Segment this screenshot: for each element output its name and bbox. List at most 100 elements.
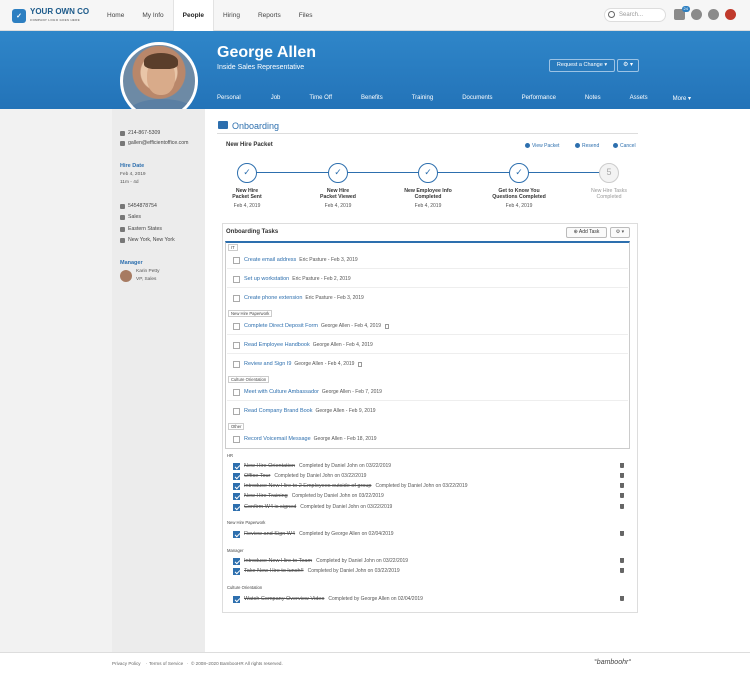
task-row[interactable]: Review and Sign I9 George Allen - Feb 4, …	[233, 360, 363, 368]
tab-personal[interactable]: Personal	[217, 95, 241, 101]
category-paperwork: New Hire Paperwork	[228, 310, 273, 317]
settings-icon[interactable]	[708, 9, 719, 20]
trash-icon[interactable]	[620, 568, 624, 573]
task-row[interactable]: Complete Direct Deposit Form George Allen…	[233, 322, 390, 330]
nav-people[interactable]: People	[172, 0, 214, 31]
logo-icon: ✓	[12, 9, 26, 23]
privacy-policy-link[interactable]: Privacy Policy	[112, 661, 141, 666]
trash-icon[interactable]	[620, 531, 624, 536]
employee-id-row: 5454878754	[120, 203, 157, 209]
company-logo[interactable]: ✓ YOUR OWN CO COMPANY LOGO GOES HERE	[12, 8, 89, 24]
task-checkbox[interactable]	[233, 462, 240, 470]
nav-reports[interactable]: Reports	[257, 12, 281, 19]
task-checkbox[interactable]	[233, 322, 240, 330]
task-checkbox[interactable]	[233, 341, 240, 349]
trash-icon[interactable]	[620, 493, 624, 498]
manager-avatar[interactable]	[120, 270, 132, 282]
terms-link[interactable]: Terms of Service	[149, 661, 184, 666]
onboarding-icon	[218, 121, 228, 129]
view-packet-link[interactable]: View Packet	[525, 143, 559, 149]
task-checkbox[interactable]	[233, 595, 240, 603]
task-checkbox[interactable]	[233, 472, 240, 480]
trash-icon[interactable]	[620, 473, 624, 478]
help-icon[interactable]	[691, 9, 702, 20]
task-checkbox[interactable]	[233, 294, 240, 302]
tab-documents[interactable]: Documents	[462, 95, 493, 101]
manager-label: Manager	[120, 260, 143, 266]
completed-task-row[interactable]: New Hire Training Completed by Daniel Joh…	[233, 492, 384, 500]
trash-icon[interactable]	[620, 463, 624, 468]
tasks-gear-button[interactable]: ⚙ ▾	[610, 227, 630, 238]
category-it: IT	[228, 244, 238, 251]
task-checkbox[interactable]	[233, 256, 240, 264]
completed-task-row[interactable]: Take New Hire to lunch!! Completed by Dan…	[233, 567, 400, 575]
completed-group-hr: HR	[227, 453, 234, 458]
copyright: © 2008–2020 BambooHR All rights reserved…	[191, 661, 283, 666]
employee-name: George Allen	[217, 44, 316, 61]
completed-task-row[interactable]: New Hire Orientation Completed by Daniel …	[233, 462, 391, 470]
add-task-button[interactable]: ⊕ Add Task	[566, 227, 607, 238]
trash-icon[interactable]	[620, 596, 624, 601]
task-checkbox[interactable]	[233, 435, 240, 443]
search-input[interactable]: Search...	[604, 8, 666, 22]
task-checkbox[interactable]	[233, 503, 240, 511]
completed-task-row[interactable]: Confirm W4 is signed Completed by Daniel …	[233, 503, 392, 511]
nav-my-info[interactable]: My Info	[142, 12, 164, 19]
task-checkbox[interactable]	[233, 557, 240, 565]
tab-assets[interactable]: Assets	[629, 95, 648, 101]
tab-time-off[interactable]: Time Off	[309, 95, 333, 101]
task-checkbox[interactable]	[233, 482, 240, 490]
pending-tasks-list	[225, 241, 630, 449]
task-row[interactable]: Set up workstation Eric Pasture - Feb 2, …	[233, 275, 351, 283]
trash-icon[interactable]	[620, 504, 624, 509]
trash-icon[interactable]	[620, 558, 624, 563]
division-icon	[120, 226, 125, 232]
task-row[interactable]: Create email address Eric Pasture - Feb 3…	[233, 256, 358, 264]
resend-link[interactable]: Resend	[575, 143, 599, 149]
task-checkbox[interactable]	[233, 275, 240, 283]
tab-performance[interactable]: Performance	[521, 95, 556, 101]
manager-title: VP, Sales	[136, 277, 157, 282]
email-row[interactable]: gallen@efficientoffice.com	[120, 140, 188, 146]
step-3-date: Feb 4, 2019	[414, 203, 442, 209]
completed-task-row[interactable]: Introduce New Hire to Team Completed by D…	[233, 557, 408, 565]
task-row[interactable]: Record Voicemail Message George Allen - F…	[233, 435, 376, 443]
profile-gear-button[interactable]: ⚙ ▾	[617, 59, 639, 72]
task-checkbox[interactable]	[233, 492, 240, 500]
envelope-icon	[575, 143, 580, 148]
completed-task-row[interactable]: Review and Sign W4 Completed by George Al…	[233, 530, 394, 538]
tab-more[interactable]: More ▾	[672, 96, 691, 102]
email-icon	[120, 140, 125, 146]
task-checkbox[interactable]	[233, 407, 240, 415]
user-avatar-icon[interactable]	[725, 9, 736, 20]
inbox-icon[interactable]: 24	[674, 6, 690, 20]
document-icon[interactable]	[385, 323, 390, 329]
request-change-button[interactable]: Request a Change ▾	[549, 59, 615, 72]
completed-task-row[interactable]: Introduce New Hire to 2 Employees outsid…	[233, 482, 468, 490]
tab-notes[interactable]: Notes	[584, 95, 601, 101]
tab-job[interactable]: Job	[270, 95, 281, 101]
task-checkbox[interactable]	[233, 567, 240, 575]
trash-icon[interactable]	[620, 483, 624, 488]
task-checkbox[interactable]	[233, 360, 240, 368]
task-checkbox[interactable]	[233, 388, 240, 396]
task-row[interactable]: Meet with Culture Ambassador George Allen…	[233, 388, 382, 396]
task-row[interactable]: Read Employee Handbook George Allen - Feb…	[233, 341, 373, 349]
document-icon[interactable]	[358, 361, 363, 367]
category-culture: Culture Orientation	[228, 376, 270, 383]
tab-benefits[interactable]: Benefits	[361, 95, 383, 101]
location-pin-icon	[120, 237, 125, 243]
completed-task-row[interactable]: Watch Company Overview Video Completed by…	[233, 595, 423, 603]
tenure-value: 11m - 4d	[120, 180, 139, 185]
tab-training[interactable]: Training	[411, 95, 434, 101]
department-row: Sales	[120, 214, 141, 220]
manager-name[interactable]: Karin Petty	[136, 269, 160, 274]
nav-files[interactable]: Files	[298, 12, 313, 19]
nav-hiring[interactable]: Hiring	[222, 12, 240, 19]
nav-home[interactable]: Home	[107, 12, 125, 19]
task-row[interactable]: Create phone extension Eric Pasture - Feb…	[233, 294, 364, 302]
cancel-link[interactable]: Cancel	[613, 143, 636, 149]
task-row[interactable]: Read Company Brand Book George Allen - Fe…	[233, 407, 376, 415]
task-checkbox[interactable]	[233, 530, 240, 538]
completed-task-row[interactable]: Office Tour Completed by Daniel John on 0…	[233, 472, 366, 480]
